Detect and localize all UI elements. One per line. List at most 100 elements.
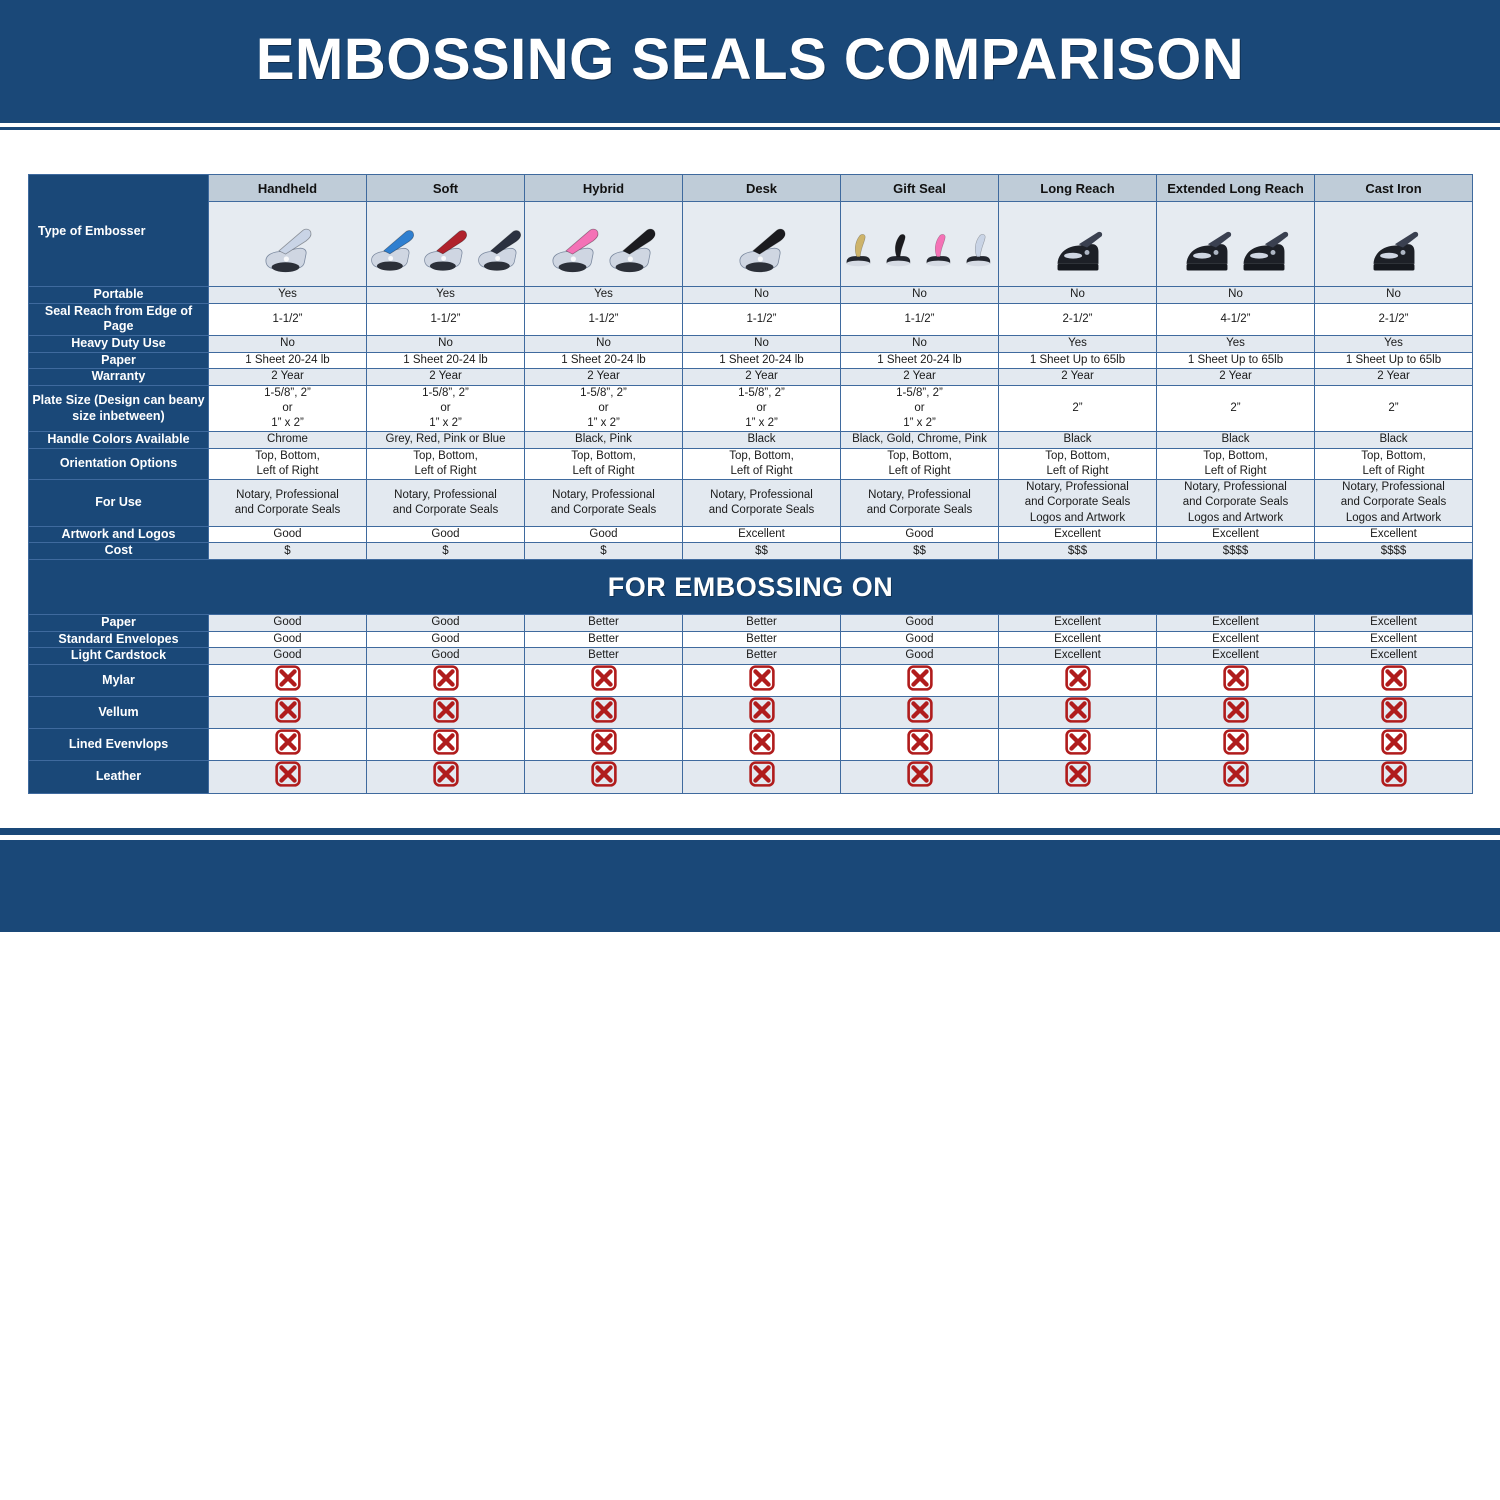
- column-header-label: Long Reach: [1040, 180, 1115, 196]
- table-cell: 2 Year: [1156, 368, 1315, 386]
- table-cell: 1-5/8”, 2” or 1” x 2”: [840, 384, 999, 433]
- table-cell: 2-1/2”: [998, 302, 1157, 336]
- table-cell: Black: [1314, 431, 1473, 449]
- column-header-label: Soft: [432, 180, 459, 196]
- not-supported-x-icon: [682, 663, 841, 698]
- embosser-image-cell: [208, 201, 367, 287]
- row-label-standard-envelopes: Standard Envelopes: [28, 630, 209, 649]
- table-cell: Yes: [524, 286, 683, 304]
- table-cell: Grey, Red, Pink or Blue: [366, 431, 525, 449]
- table-cell: Good: [840, 630, 999, 649]
- table-row: Plate Size (Design can beany size inbetw…: [28, 384, 1473, 433]
- table-row: Light Cardstock Good Good Better Better Good E…: [28, 647, 1473, 665]
- table-cell: Notary, Professional and Corporate Seals: [840, 479, 999, 527]
- table-cell: Good: [366, 630, 525, 649]
- table-cell: Excellent: [1314, 630, 1473, 649]
- not-supported-x-icon: [1156, 663, 1315, 698]
- table-cell: Top, Bottom, Left of Right: [1156, 447, 1315, 481]
- cast-iron-embosser-icon: [1315, 205, 1472, 283]
- embosser-image-cell: [998, 201, 1157, 287]
- row-label-portable: Portable: [28, 286, 209, 304]
- desk-embosser-icon: [683, 205, 840, 283]
- column-header-handheld[interactable]: Handheld: [208, 174, 367, 202]
- table-cell: Top, Bottom, Left of Right: [840, 447, 999, 481]
- table-cell: Notary, Professional and Corporate Seals: [366, 479, 525, 527]
- column-header-desk[interactable]: Desk: [682, 174, 841, 202]
- row-label-paper: Paper: [28, 614, 209, 632]
- table-cell: 2 Year: [840, 368, 999, 386]
- handheld-embosser-icon: [209, 205, 366, 283]
- soft-embosser-icon: [367, 205, 524, 283]
- table-cell: Chrome: [208, 431, 367, 449]
- not-supported-x-icon: [524, 663, 683, 698]
- table-cell: 2”: [1314, 384, 1473, 433]
- embosser-image-cell: [1314, 201, 1473, 287]
- table-row: Portable Yes Yes Yes No No No No No: [28, 286, 1473, 304]
- table-cell: 2 Year: [998, 368, 1157, 386]
- table-cell: Black, Pink: [524, 431, 683, 449]
- table-row: Seal Reach from Edge of Page 1-1/2” 1-1/2”…: [28, 302, 1473, 336]
- table-embosser-image-row: [29, 201, 1473, 287]
- table-cell: 1 Sheet Up to 65lb: [1314, 351, 1473, 370]
- column-header-long-reach[interactable]: Long Reach: [998, 174, 1157, 202]
- table-row: Vellum: [28, 696, 1473, 730]
- footer-bar: [0, 839, 1500, 932]
- table-cell: Excellent: [1156, 614, 1315, 632]
- table-cell: $$: [840, 542, 999, 560]
- table-cell: 2 Year: [1314, 368, 1473, 386]
- row-label-artwork-and-logos: Artwork and Logos: [28, 525, 209, 544]
- row-label-plate-size-design-can-beany-size-inbetween-: Plate Size (Design can beany size inbetw…: [28, 384, 209, 433]
- table-row: Handle Colors Available Chrome Grey, Red, …: [28, 431, 1473, 449]
- column-header-gift-seal[interactable]: Gift Seal: [840, 174, 999, 202]
- column-header-label: Hybrid: [582, 180, 625, 196]
- table-row: Heavy Duty Use No No No No No Yes Yes Yes: [28, 334, 1473, 353]
- not-supported-x-icon: [1156, 728, 1315, 762]
- footer-rule-gap: [0, 834, 1500, 840]
- table-cell: 1-5/8”, 2” or 1” x 2”: [524, 384, 683, 433]
- table-row: Cost $ $ $ $$ $$ $$$ $$$$ $$$$: [28, 542, 1473, 560]
- table-cell: Top, Bottom, Left of Right: [208, 447, 367, 481]
- not-supported-x-icon: [524, 728, 683, 762]
- not-supported-x-icon: [1156, 760, 1315, 794]
- column-header-label: Gift Seal: [893, 180, 946, 196]
- extended-long-reach-embosser-icon: [1157, 205, 1314, 283]
- table-cell: Good: [208, 525, 367, 544]
- table-cell: Good: [208, 647, 367, 665]
- table-row: Paper Good Good Better Better Good Excellent Ex…: [28, 614, 1473, 632]
- not-supported-x-icon: [366, 696, 525, 730]
- embosser-image-cell: [1156, 201, 1315, 287]
- table-cell: Good: [366, 614, 525, 632]
- table-cell: $$$$: [1156, 542, 1315, 560]
- embosser-image-cell: [682, 201, 841, 287]
- column-header-hybrid[interactable]: Hybrid: [524, 174, 683, 202]
- table-cell: Better: [524, 630, 683, 649]
- table-cell: No: [682, 334, 841, 353]
- not-supported-x-icon: [524, 696, 683, 730]
- page-title: EMBOSSING SEALS COMPARISON: [255, 26, 1245, 92]
- section-banner-row: FOR EMBOSSING ON: [28, 559, 1473, 615]
- table-cell: 1 Sheet 20-24 lb: [366, 351, 525, 370]
- column-header-soft[interactable]: Soft: [366, 174, 525, 202]
- table-cell: Yes: [1314, 334, 1473, 353]
- table-cell: Excellent: [1314, 647, 1473, 665]
- column-header-cast-iron[interactable]: Cast Iron: [1314, 174, 1473, 202]
- table-cell: No: [524, 334, 683, 353]
- section-banner-for-embossing-on: FOR EMBOSSING ON: [28, 559, 1473, 615]
- table-row: Standard Envelopes Good Good Better Better Go…: [28, 630, 1473, 649]
- table-cell: Excellent: [998, 647, 1157, 665]
- table-row: Orientation Options Top, Bottom, Left of R…: [28, 447, 1473, 481]
- table-cell: Black, Gold, Chrome, Pink: [840, 431, 999, 449]
- table-cell: 2-1/2”: [1314, 302, 1473, 336]
- table-cell: Better: [682, 630, 841, 649]
- header-rule-gap: [0, 123, 1500, 127]
- not-supported-x-icon: [682, 760, 841, 794]
- column-header-label: Desk: [745, 180, 778, 196]
- column-header-extended-long-reach[interactable]: Extended Long Reach: [1156, 174, 1315, 202]
- table-cell: Good: [840, 614, 999, 632]
- table-row: Paper 1 Sheet 20-24 lb 1 Sheet 20-24 lb 1 S…: [28, 351, 1473, 370]
- table-cell: $: [208, 542, 367, 560]
- table-cell: Good: [366, 647, 525, 665]
- table-cell: Yes: [1156, 334, 1315, 353]
- row-label-type-of-embosser: Type of Embosser: [28, 174, 209, 287]
- table-cell: Notary, Professional and Corporate Seals L…: [1314, 479, 1473, 527]
